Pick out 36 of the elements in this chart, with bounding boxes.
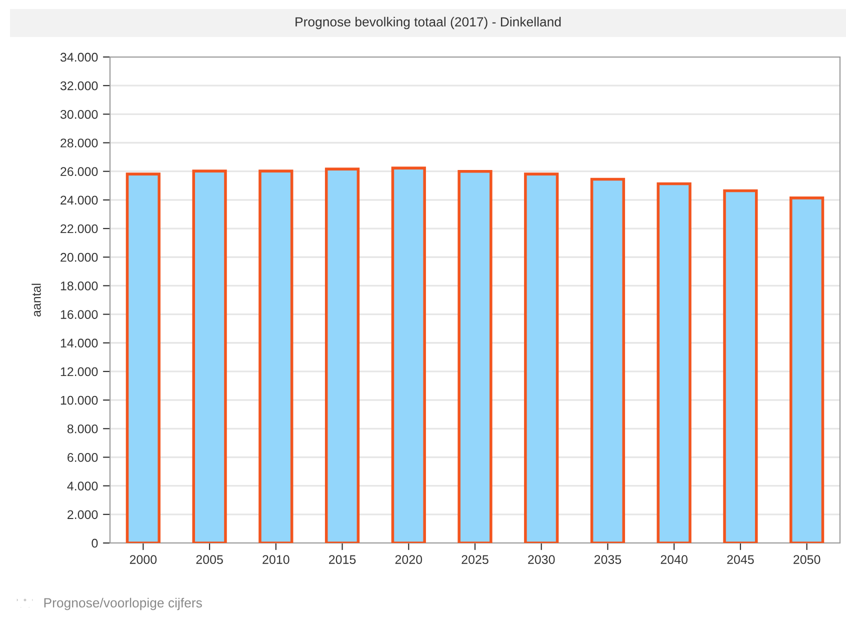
x-tick-label: 2015	[329, 555, 356, 564]
x-tick-label: 2005	[196, 555, 223, 564]
y-axis-title: aantal	[32, 284, 41, 316]
y-tick-label: 28.000	[60, 138, 98, 148]
y-tick-label: 30.000	[60, 110, 98, 119]
x-tick-label: 2000	[130, 555, 157, 564]
text: Prognose/voorlopige cijfers	[44, 598, 202, 610]
x-tick-label: 2045	[727, 555, 754, 564]
y-tick-label: 0	[92, 538, 98, 548]
x-tick-label: 2020	[395, 555, 422, 564]
y-tick-label: 12.000	[60, 367, 98, 376]
chart-title: Prognose bevolking totaal (2017) - Dinkelland	[296, 16, 561, 30]
y-tick-label: 18.000	[60, 282, 98, 290]
y-tick-label: 26.000	[60, 167, 98, 176]
x-tick-label: 2040	[660, 555, 688, 564]
x-tick-label: 2035	[594, 555, 622, 564]
y-tick-label: 34.000	[60, 52, 98, 62]
y-tick-label: 10.000	[60, 396, 98, 405]
y-tick-label: 20.000	[60, 252, 98, 262]
y-tick-label: 22.000	[60, 224, 98, 234]
y-tick-label: 14.000	[60, 338, 98, 348]
y-tick-label: 4.000	[67, 482, 98, 490]
x-tick-label: 2030	[528, 555, 555, 564]
x-tick-label: 2050	[794, 555, 820, 564]
bar	[324, 168, 360, 543]
bar	[192, 170, 227, 543]
y-tick-label: 8.000	[67, 424, 98, 434]
y-tick-label: 6.000	[68, 453, 98, 462]
x-tick-label: 2010	[262, 555, 290, 564]
y-tick-label: 16.000	[60, 310, 98, 319]
y-tick-label: 2.000	[68, 510, 98, 520]
y-tick-label: 24.000	[60, 196, 98, 205]
bar	[258, 170, 294, 543]
bar	[126, 172, 160, 543]
y-tick-label: 32.000	[60, 81, 98, 90]
x-tick-label: 2025	[462, 555, 488, 564]
